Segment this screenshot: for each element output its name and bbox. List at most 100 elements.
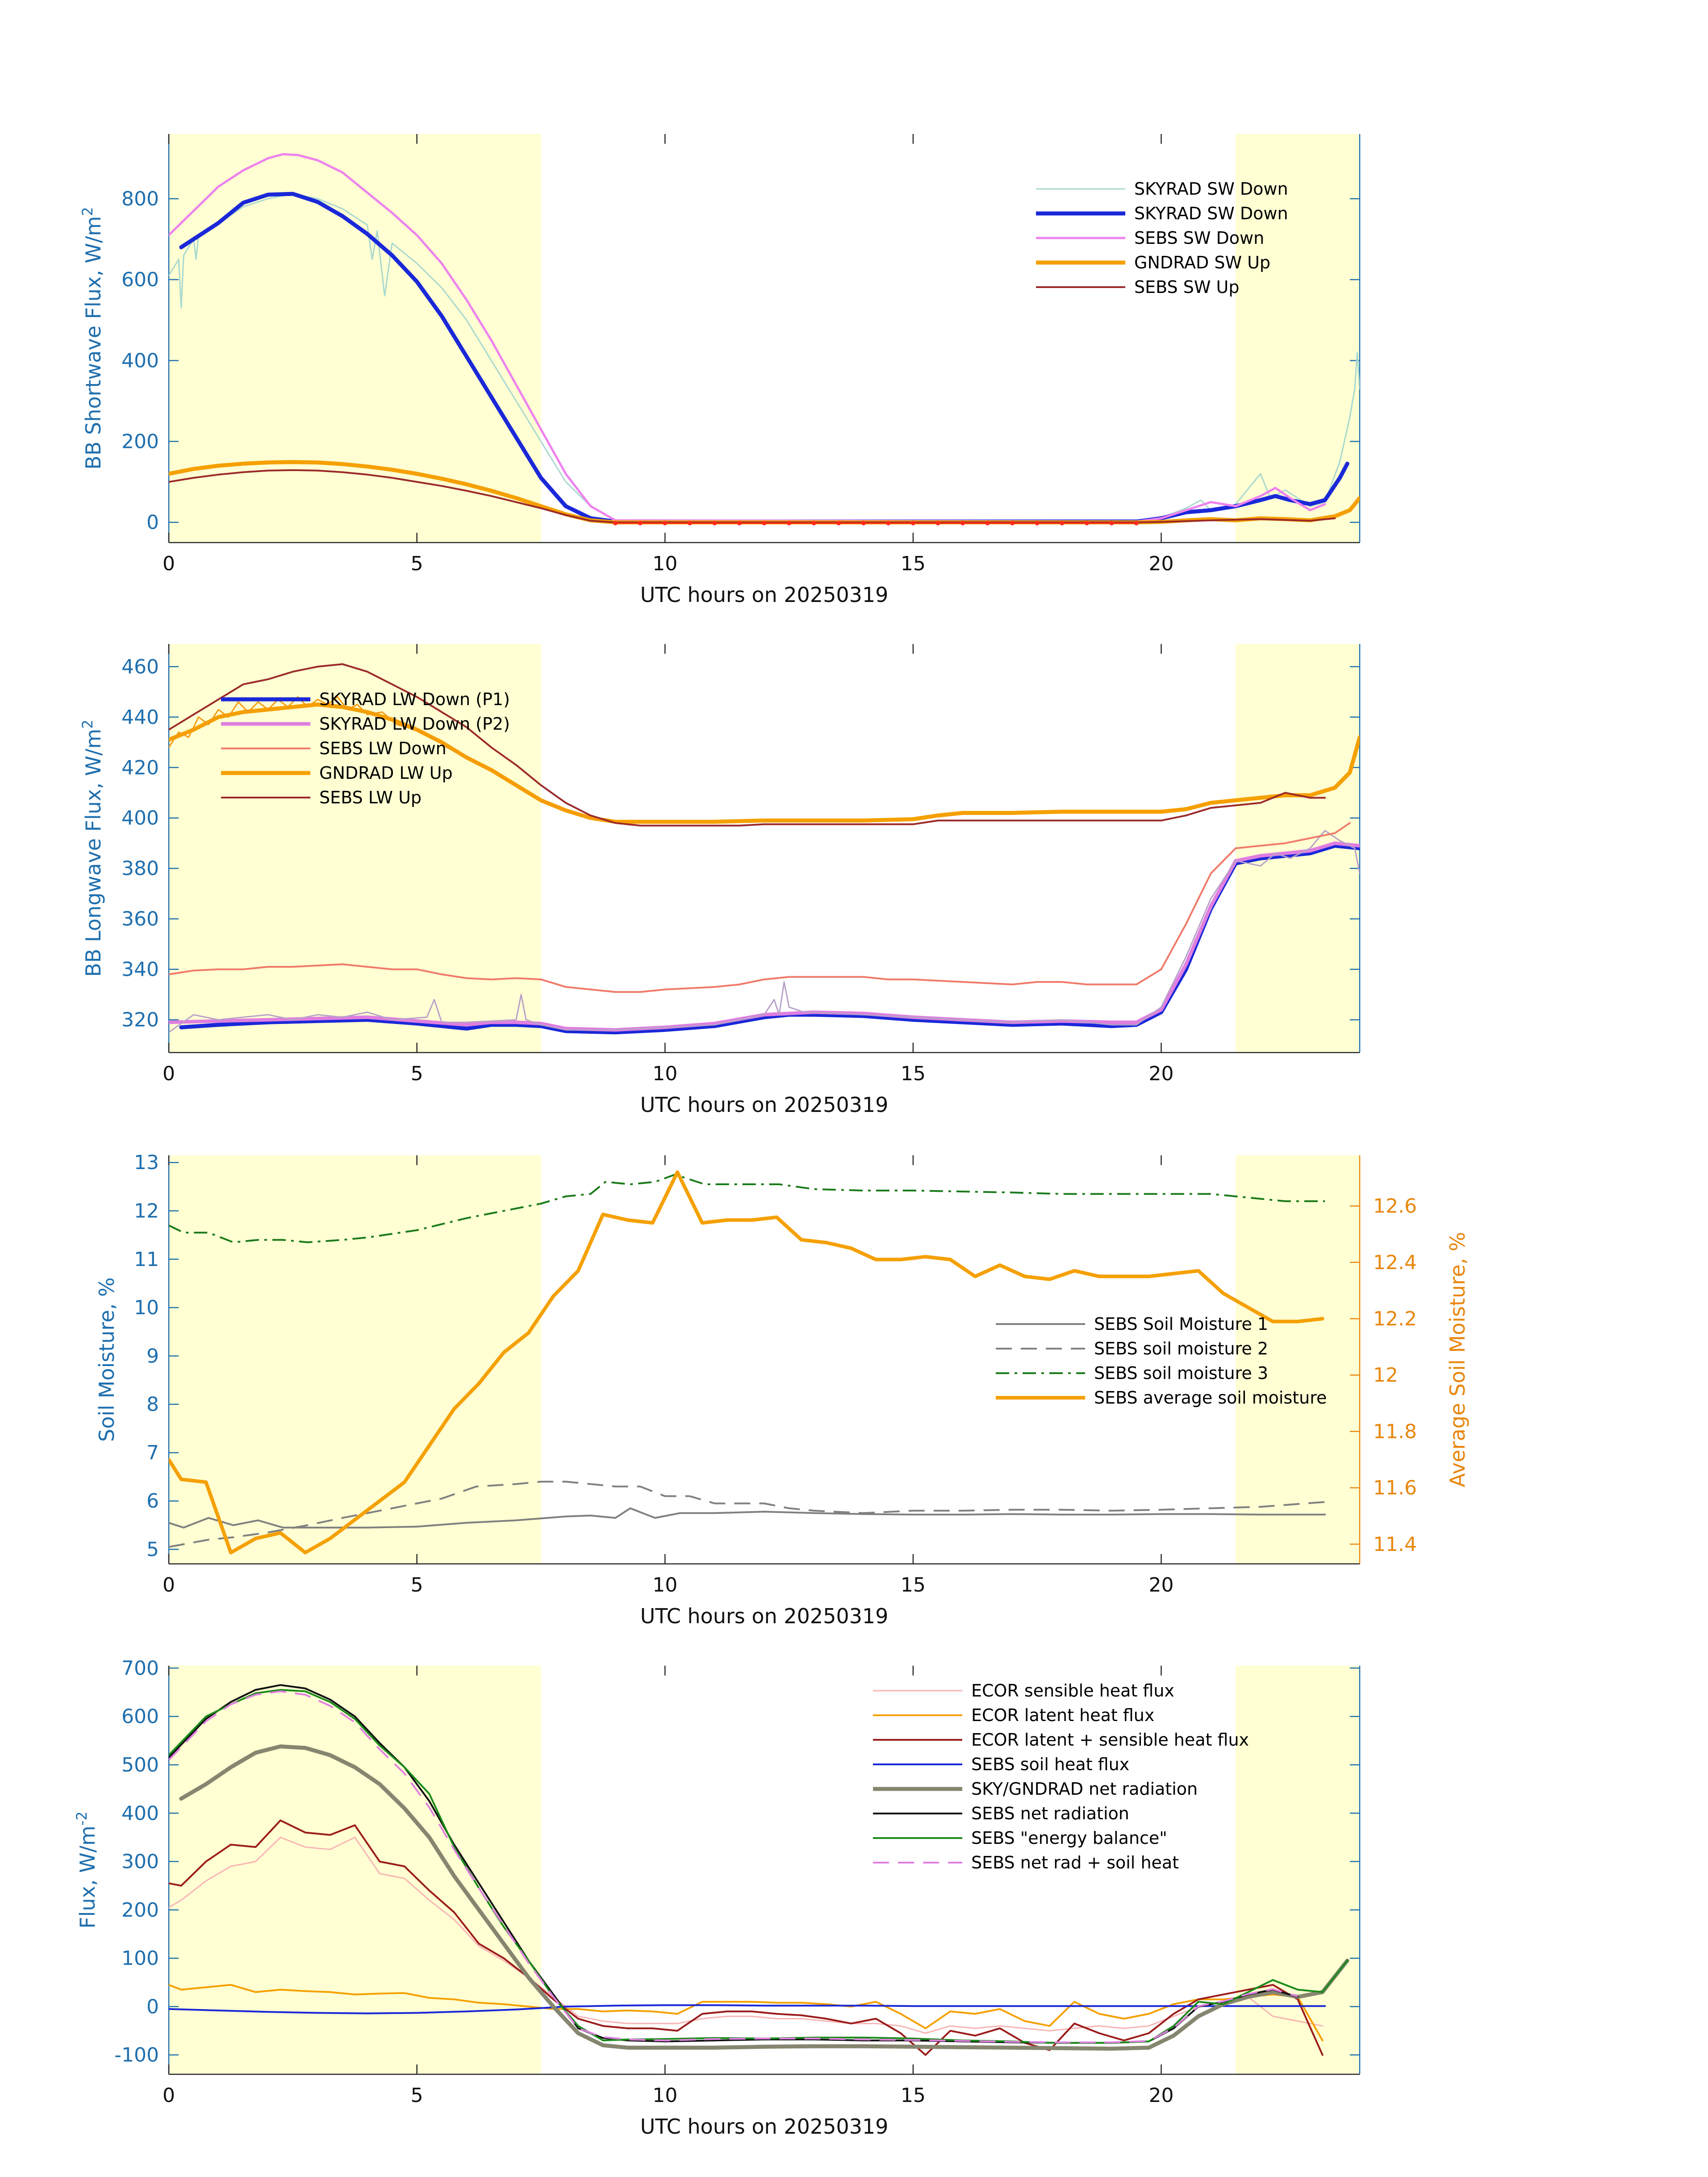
series-line-ecor-latent-heat-flux (169, 1984, 1324, 2042)
series-group (169, 1684, 1349, 2056)
y-tick-label: 8 (146, 1393, 159, 1416)
y-tick-label: 500 (121, 1754, 159, 1776)
zero-flag-marker (762, 521, 767, 526)
y-tick-label: -100 (114, 2044, 159, 2067)
night-shade-band (1236, 1666, 1360, 2074)
y-axis-label-superscript: 2 (79, 207, 96, 216)
y-tick-label: 11 (134, 1248, 159, 1271)
legend-label: GNDRAD SW Up (1134, 253, 1270, 272)
legend-label: SEBS LW Up (319, 788, 422, 807)
x-tick-label: 10 (652, 1062, 677, 1085)
zero-flag-marker (836, 521, 841, 526)
series-line-sky-gndrad-net-radiation (179, 1744, 1349, 2051)
zero-flag-marker (1035, 521, 1040, 526)
x-tick-label: 5 (411, 1574, 423, 1596)
y-tick-label: 380 (121, 857, 159, 880)
night-shade-band (169, 134, 541, 543)
x-tick-label: 0 (163, 552, 175, 575)
y-axis-label-superscript: -2 (73, 1811, 90, 1826)
x-axis-label: UTC hours on 20250319 (640, 2114, 889, 2139)
y-tick-label: 420 (121, 756, 159, 779)
x-tick-label: 10 (652, 552, 677, 575)
zero-flag-marker (1134, 521, 1139, 526)
y-tick-label: 360 (121, 908, 159, 931)
series-line-sebs-sw-down (169, 153, 1326, 523)
legend-label: ECOR latent heat flux (971, 1705, 1154, 1725)
series-line-sebs-lw-down (169, 822, 1351, 993)
y-tick-label: 400 (121, 807, 159, 830)
y-tick-label: 10 (134, 1296, 159, 1319)
series-line-gndrad-lw-up-raw (169, 696, 616, 824)
legend-label: SKY/GNDRAD net radiation (971, 1779, 1198, 1799)
series-line-ecor-latent-sensible-heat-flux (169, 1819, 1324, 2056)
y-tick-label: 460 (121, 656, 159, 678)
x-tick-label: 5 (411, 1062, 423, 1085)
x-axis-label: UTC hours on 20250319 (640, 1604, 889, 1628)
panel-soil_moisture: 0 5 10 15 20567891011121311.411.611.81212.21… (95, 1151, 1470, 1628)
series-line-sebs-soil-moisture-2 (169, 1480, 1325, 1548)
y-right-tick-label: 12.2 (1373, 1308, 1417, 1330)
series-group (169, 153, 1360, 526)
y-tick-label: 13 (134, 1151, 159, 1174)
y-right-tick-label: 11.4 (1373, 1533, 1417, 1556)
x-tick-label: 15 (901, 1574, 926, 1596)
y-tick-label: 700 (121, 1657, 159, 1680)
x-tick-label: 10 (652, 1574, 677, 1596)
panel-longwave: 0 5 10 15 20 320 340 360 380 400 420 440 460 UTC hour… (79, 644, 1361, 1117)
series-line-gndrad-lw-up (169, 702, 1360, 824)
x-tick-label: 15 (901, 1062, 926, 1085)
zero-flag-marker (787, 521, 792, 526)
legend-label: SEBS SW Up (1134, 277, 1239, 297)
legend-label: ECOR sensible heat flux (971, 1681, 1174, 1701)
y-tick-label: 9 (146, 1345, 159, 1367)
legend-label: SEBS net rad + soil heat (971, 1853, 1179, 1872)
zero-flag-marker (638, 521, 643, 526)
y-axis-label-superscript: 2 (79, 719, 96, 728)
y-tick-label: 440 (121, 706, 159, 729)
y-axis-label-text: Flux, W/m (75, 1826, 100, 1929)
legend-label: SEBS Soil Moisture 1 (1094, 1314, 1268, 1334)
x-tick-label: 0 (163, 1062, 175, 1085)
zero-flag-marker (935, 521, 940, 526)
zero-flag-marker (613, 521, 618, 526)
zero-flag-marker (910, 521, 915, 526)
night-shade-band (169, 1666, 541, 2074)
y-right-tick-label: 11.6 (1373, 1477, 1417, 1500)
x-tick-label: 20 (1149, 2084, 1174, 2107)
legend-label: SKYRAD SW Down (1134, 179, 1288, 199)
x-tick-label: 5 (411, 2084, 423, 2107)
legend-label: SEBS net radiation (971, 1804, 1129, 1823)
night-shade-band (169, 1155, 541, 1564)
y-tick-label: 5 (146, 1538, 159, 1561)
series-line-sebs-energy-balance (169, 1689, 1349, 2044)
night-shade-band (1236, 644, 1360, 1053)
zero-flag-marker (861, 521, 866, 526)
x-tick-label: 10 (652, 2084, 677, 2107)
y-tick-label: 200 (121, 1899, 159, 1922)
night-shade-band (169, 644, 541, 1053)
y-axis-label: BB Shortwave Flux, W/m2 (79, 207, 105, 469)
legend-label: SKYRAD LW Down (P1) (319, 689, 510, 709)
x-tick-label: 0 (163, 2084, 175, 2107)
y-tick-label: 200 (121, 430, 159, 453)
legend-label: SKYRAD LW Down (P2) (319, 714, 510, 734)
series-line-sebs-sw-up (169, 469, 1336, 523)
y-tick-label: 400 (121, 1802, 159, 1825)
zero-flag-marker (886, 521, 891, 526)
legend-label: SEBS soil moisture 3 (1094, 1363, 1268, 1383)
x-tick-label: 20 (1149, 552, 1174, 575)
y-tick-label: 800 (121, 188, 159, 210)
x-tick-label: 15 (901, 2084, 926, 2107)
zero-flag-marker (1060, 521, 1065, 526)
legend-label: GNDRAD LW Up (319, 763, 453, 783)
legend-label: SEBS average soil moisture (1094, 1388, 1327, 1408)
x-axis-label: UTC hours on 20250319 (640, 583, 889, 607)
y-right-tick-label: 12.4 (1373, 1251, 1417, 1274)
zero-flag-marker (737, 521, 742, 526)
night-shade-band (1236, 134, 1360, 543)
y-tick-label: 340 (121, 958, 159, 981)
y-tick-label: 100 (121, 1947, 159, 1970)
series-line-sebs-average-soil-moisture (169, 1170, 1324, 1554)
